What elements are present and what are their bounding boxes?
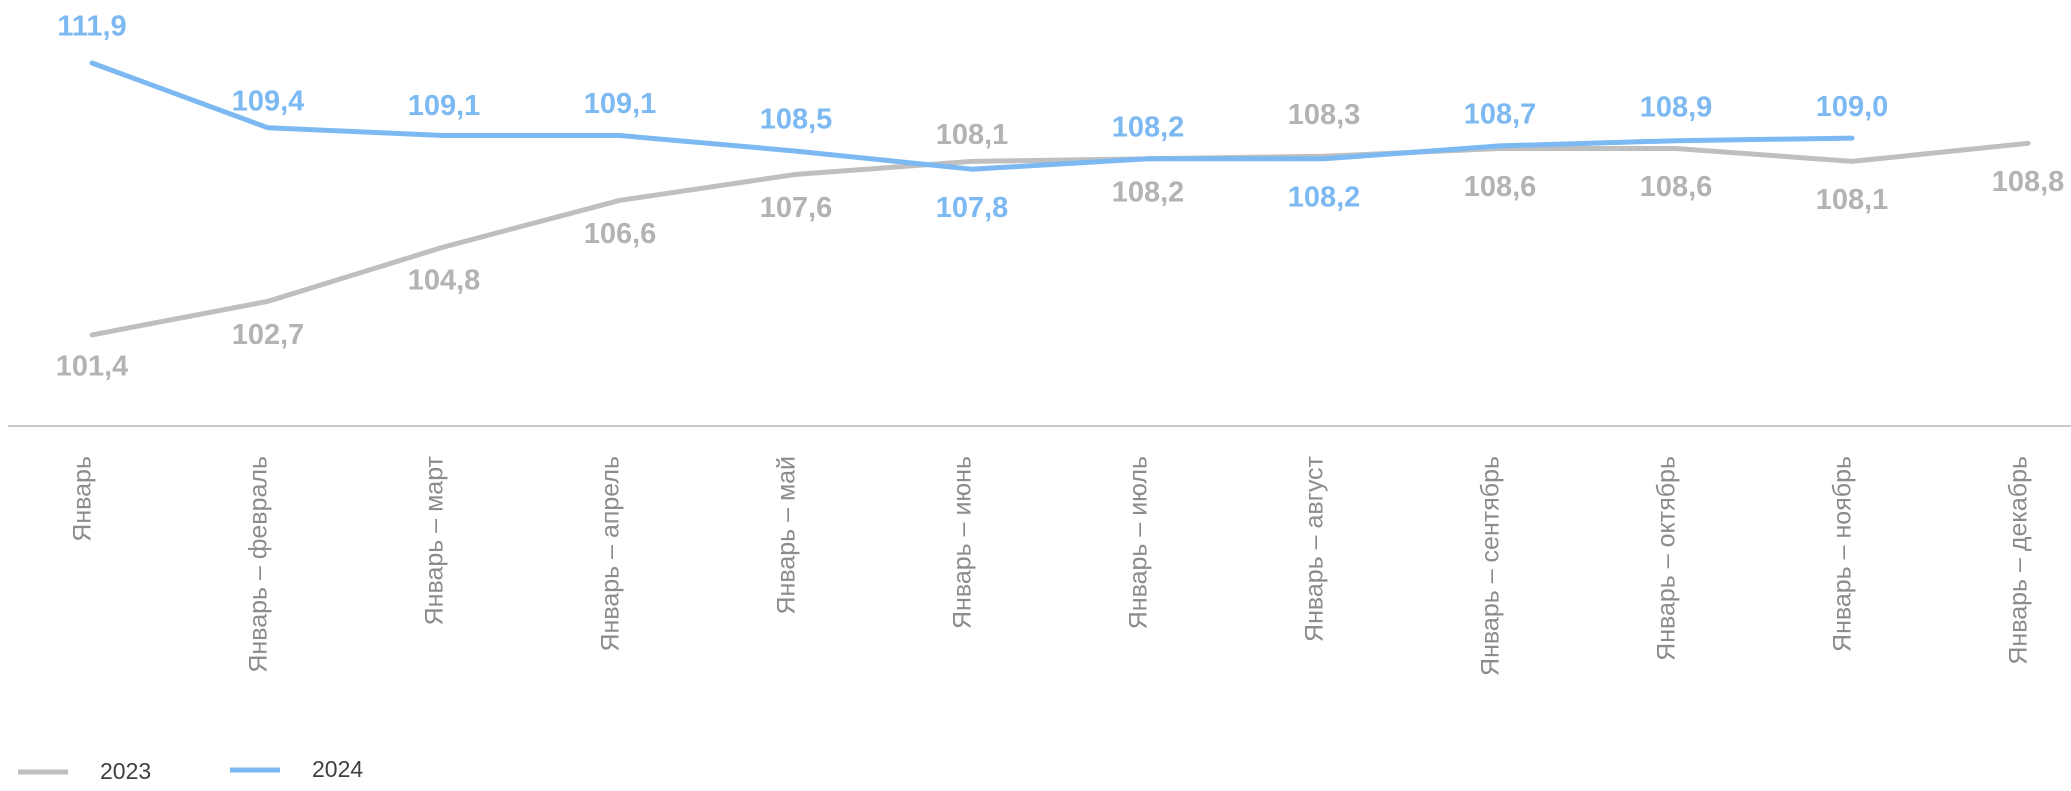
data-label-2023: 102,7 xyxy=(232,319,305,351)
data-label-2024: 111,9 xyxy=(57,11,126,43)
legend-label-2023: 2023 xyxy=(100,758,151,784)
data-label-2023: 101,4 xyxy=(56,351,129,383)
data-label-2024: 108,9 xyxy=(1640,91,1713,123)
category-tick-label: Январь – октябрь xyxy=(1653,456,1681,661)
data-label-2024: 108,2 xyxy=(1112,111,1185,143)
category-tick-label: Январь xyxy=(69,456,97,542)
data-label-2024: 108,7 xyxy=(1464,99,1537,131)
category-tick-label: Январь – май xyxy=(773,456,801,615)
category-tick-label: Январь – апрель xyxy=(597,456,625,652)
data-label-2023: 108,3 xyxy=(1288,99,1361,131)
category-tick-label: Январь – август xyxy=(1301,455,1329,642)
data-label-2024: 109,4 xyxy=(232,85,305,117)
data-label-2023: 108,6 xyxy=(1640,171,1713,203)
data-label-2023: 108,1 xyxy=(936,119,1009,151)
legend-label-2024: 2024 xyxy=(312,756,363,782)
category-tick-label: Январь – июль xyxy=(1125,456,1153,629)
data-label-2024: 108,2 xyxy=(1288,181,1361,213)
data-label-2024: 109,1 xyxy=(408,90,481,122)
category-tick-label: Январь – февраль xyxy=(245,456,273,673)
category-tick-label: Январь – март xyxy=(421,455,449,625)
data-label-2024: 109,0 xyxy=(1816,91,1889,123)
category-tick-label: Январь – сентябрь xyxy=(1477,456,1505,676)
data-label-2024: 107,8 xyxy=(936,192,1009,224)
data-label-2023: 106,6 xyxy=(584,218,657,250)
data-label-2024: 108,5 xyxy=(760,104,833,136)
data-label-2024: 109,1 xyxy=(584,88,657,120)
data-label-2023: 108,1 xyxy=(1816,184,1889,216)
category-tick-label: Январь – ноябрь xyxy=(1829,456,1857,652)
data-label-2023: 107,6 xyxy=(760,192,833,224)
series-line-2024 xyxy=(89,60,1855,172)
data-label-2023: 104,8 xyxy=(408,265,481,297)
data-label-2023: 108,8 xyxy=(1992,166,2065,198)
series-line-2023 xyxy=(89,140,2031,338)
category-tick-label: Январь – июнь xyxy=(949,456,977,629)
data-label-2023: 108,2 xyxy=(1112,176,1185,208)
category-tick-label: Январь – декабрь xyxy=(2005,456,2033,665)
data-label-2023: 108,6 xyxy=(1464,171,1537,203)
